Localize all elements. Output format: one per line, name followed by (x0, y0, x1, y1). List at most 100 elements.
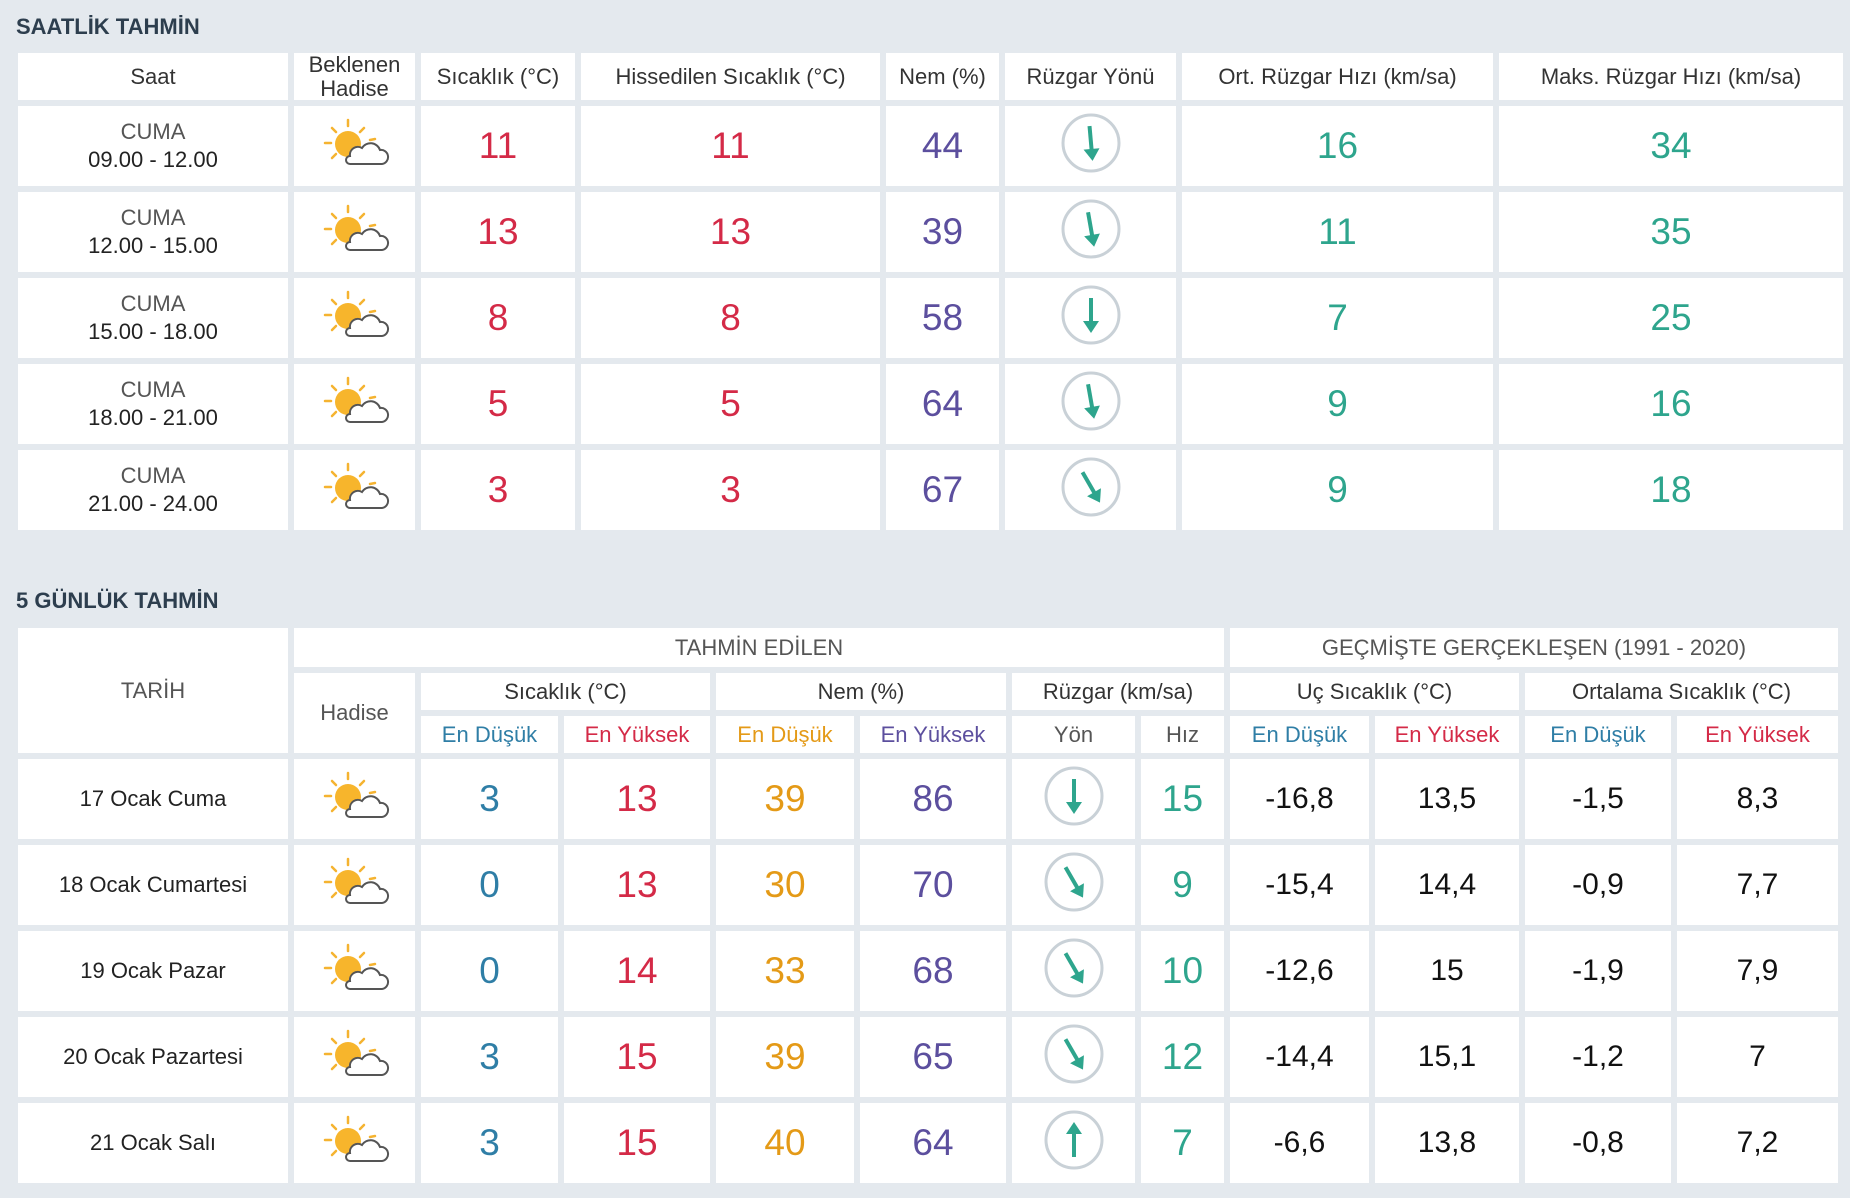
value-cell: 67 (886, 450, 999, 530)
weather-icon-shape (325, 206, 388, 250)
value-cell: 40 (716, 1103, 854, 1183)
weather-icon-shape (325, 945, 388, 989)
wind-arrow-shaft (1063, 866, 1080, 891)
value-cell: 13,5 (1375, 759, 1519, 839)
value-cell: 13 (564, 845, 710, 925)
weather-icon-shape (325, 120, 388, 164)
wind-direction (1061, 371, 1120, 431)
day-label: CUMA (120, 377, 186, 402)
wind-direction (1044, 766, 1103, 826)
weather-icon (320, 771, 390, 821)
wind-arrow-head (1069, 1055, 1084, 1070)
value-cell: 8 (421, 278, 575, 358)
value-cell: 0 (421, 845, 558, 925)
time-cell: CUMA 18.00 - 21.00 (18, 364, 288, 444)
section-title: SAATLİK TAHMİN (16, 14, 200, 39)
value-cell: 18 (1499, 450, 1843, 530)
value-cell: 9 (1141, 845, 1224, 925)
weather-icon (320, 290, 390, 340)
value-cell: 8,3 (1677, 759, 1838, 839)
value-cell: -6,6 (1230, 1103, 1369, 1183)
value-cell: 12 (1141, 1017, 1224, 1097)
value-cell: 14 (564, 931, 710, 1011)
forecast-row: CUMA 12.00 - 15.00 13 13 39 11 35 (18, 192, 1843, 272)
weather-icon (320, 118, 390, 168)
value-cell: -14,4 (1230, 1017, 1369, 1097)
time-cell: CUMA 12.00 - 15.00 (18, 192, 288, 272)
forecast-row: CUMA 18.00 - 21.00 5 5 64 9 16 (18, 364, 1843, 444)
wind-cell (1012, 1017, 1135, 1097)
wind-cell (1005, 278, 1176, 358)
group-header: Rüzgar (km/sa) (1012, 673, 1224, 710)
wind-arrow-shaft (1063, 952, 1080, 977)
header-row: En Düşük En Yüksek En Düşük En Yüksek Yön Hız… (18, 716, 1838, 753)
column-header: Saat (18, 53, 288, 100)
weather-icon (320, 943, 390, 993)
event-cell (294, 278, 415, 358)
value-cell: 58 (886, 278, 999, 358)
value-cell: 15,1 (1375, 1017, 1519, 1097)
value-cell: 7 (1141, 1103, 1224, 1183)
sub-header: En Yüksek (1375, 716, 1519, 753)
value-cell: 8 (581, 278, 880, 358)
wind-direction (1061, 199, 1120, 259)
value-cell: 13 (564, 759, 710, 839)
value-cell: 15 (1375, 931, 1519, 1011)
value-cell: 13 (421, 192, 575, 272)
date-cell: 17 Ocak Cuma (18, 759, 288, 839)
weather-icon-shape (325, 1031, 388, 1075)
value-cell: 14,4 (1375, 845, 1519, 925)
weather-icon (320, 462, 390, 512)
value-cell: -1,2 (1525, 1017, 1671, 1097)
weather-icon (320, 204, 390, 254)
sub-header: En Düşük (1525, 716, 1671, 753)
wind-arrow (1083, 211, 1100, 247)
header-row: TARİH TAHMİN EDİLEN GEÇMİŞTE GERÇEKLEŞEN (… (18, 628, 1838, 753)
value-cell: 7 (1677, 1017, 1838, 1097)
forecast-row: 17 Ocak Cuma 3 13 39 86 15 -16,8 13,5 -1,5 8,3 (18, 759, 1838, 839)
event-cell (294, 931, 415, 1011)
sub-header: En Yüksek (860, 716, 1006, 753)
wind-arrow (1063, 866, 1084, 898)
value-cell: 7,7 (1677, 845, 1838, 925)
weather-icon (320, 376, 390, 426)
value-cell: 3 (421, 1103, 558, 1183)
day-label: CUMA (120, 291, 186, 316)
day-label: CUMA (120, 463, 186, 488)
wind-arrow-head (1083, 233, 1100, 247)
weather-icon-shape (325, 773, 388, 817)
value-cell: -1,5 (1525, 759, 1671, 839)
wind-arrow-shaft (1063, 1038, 1080, 1063)
value-cell: 33 (716, 931, 854, 1011)
column-header: Maks. Rüzgar Hızı (km/sa) (1499, 53, 1843, 100)
group-header: Uç Sıcaklık (°C) (1230, 673, 1519, 710)
event-cell (294, 845, 415, 925)
date-cell: 21 Ocak Salı (18, 1103, 288, 1183)
value-cell: -0,8 (1525, 1103, 1671, 1183)
column-header: Rüzgar Yönü (1005, 53, 1176, 100)
wind-arrow-head (1069, 883, 1084, 898)
event-cell (294, 192, 415, 272)
value-cell: 11 (421, 106, 575, 186)
forecast-row: CUMA 09.00 - 12.00 11 11 44 16 34 (18, 106, 1843, 186)
value-cell: 64 (860, 1103, 1006, 1183)
date-cell: 19 Ocak Pazar (18, 931, 288, 1011)
wind-cell (1005, 192, 1176, 272)
value-cell: 70 (860, 845, 1006, 925)
value-cell: 39 (886, 192, 999, 272)
time-label: 12.00 - 15.00 (88, 233, 218, 258)
column-header: Beklenen Hadise (294, 53, 415, 100)
value-cell: 39 (716, 1017, 854, 1097)
sub-header: En Düşük (421, 716, 558, 753)
sub-header: En Yüksek (564, 716, 710, 753)
header-row: Hadise Sıcaklık (°C) Nem (%) Rüzgar (km/sa)… (18, 673, 1838, 753)
column-header: TARİH (18, 628, 288, 753)
wind-arrow (1083, 125, 1099, 161)
weather-icon (320, 857, 390, 907)
value-cell: 7,2 (1677, 1103, 1838, 1183)
group-header: TAHMİN EDİLEN (294, 628, 1224, 667)
weather-icon (320, 1029, 390, 1079)
value-cell: 0 (421, 931, 558, 1011)
value-cell: 64 (886, 364, 999, 444)
wind-direction (1044, 938, 1103, 998)
